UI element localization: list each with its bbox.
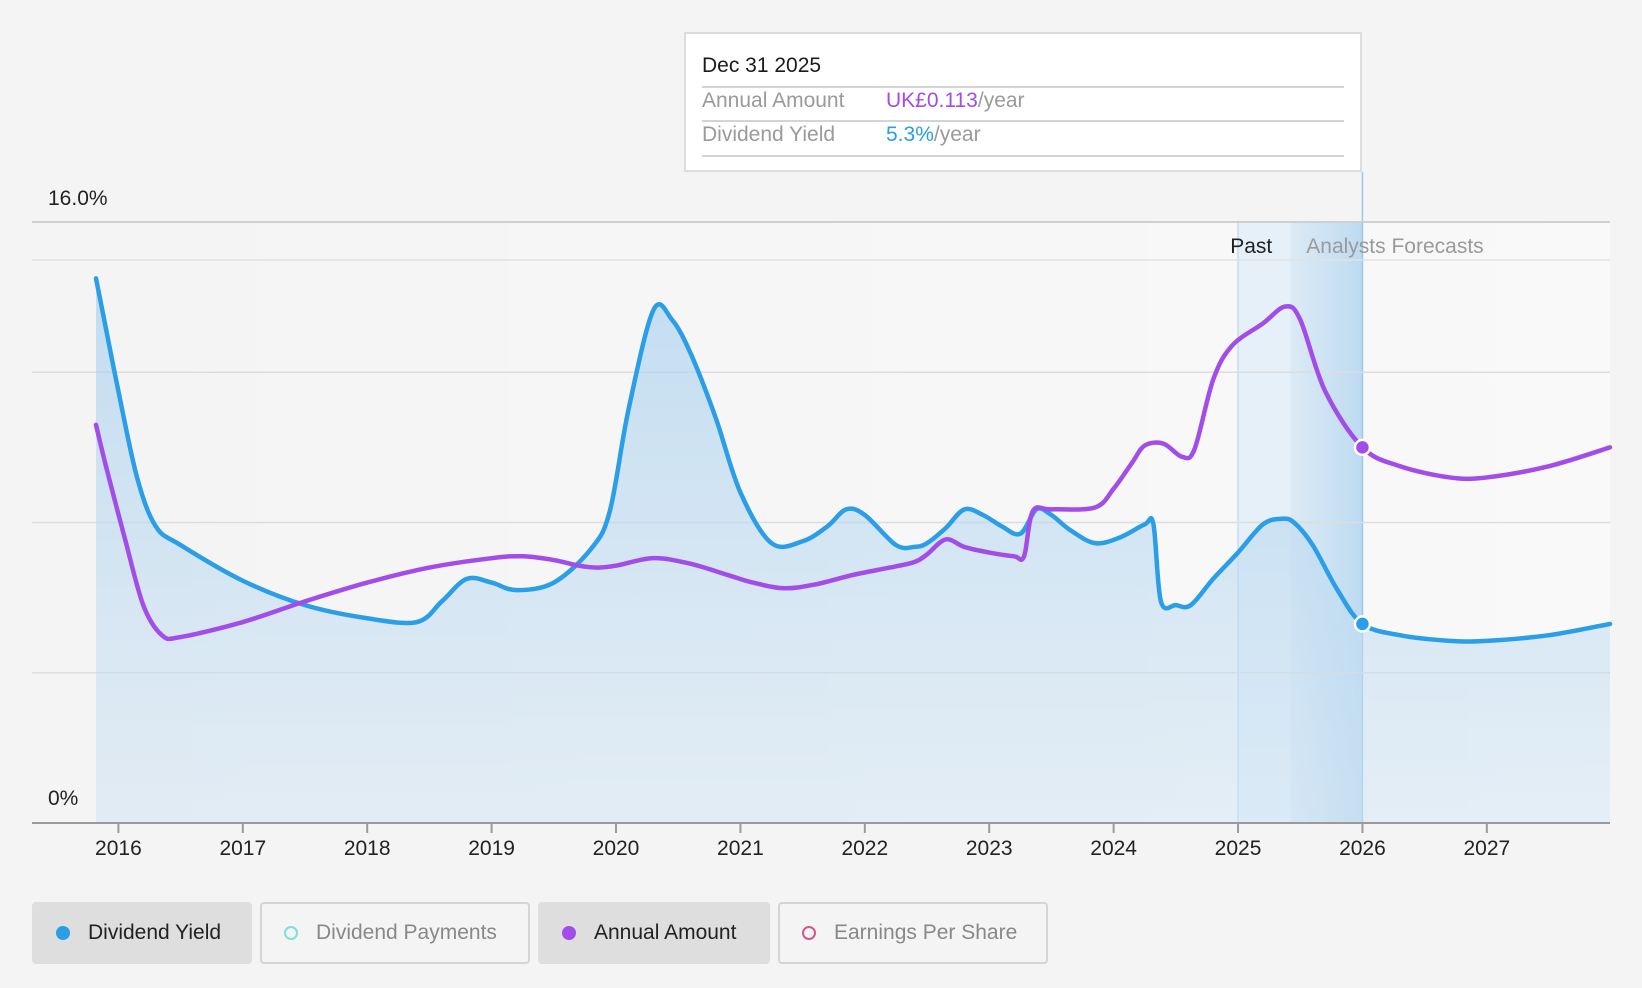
tooltip-yield-value: 5.3% xyxy=(886,123,934,146)
tooltip-annual-amount-unit: /year xyxy=(977,89,1025,112)
x-tick-label: 2017 xyxy=(219,837,266,860)
x-tick-label: 2021 xyxy=(717,837,764,860)
x-tick-label: 2025 xyxy=(1215,837,1262,860)
legend-earnings-per-share-label: Earnings Per Share xyxy=(834,921,1018,944)
x-tick-label: 2019 xyxy=(468,837,515,860)
chart-tooltip: Dec 31 2025 Annual Amount UK£0.113/year … xyxy=(684,32,1362,172)
y-axis-top-label: 16.0% xyxy=(48,187,108,210)
legend-dividend-payments[interactable]: Dividend Payments xyxy=(260,902,530,964)
tooltip-annual-amount-value: UK£0.113 xyxy=(886,89,978,112)
tooltip-date: Dec 31 2025 xyxy=(702,54,822,77)
past-region-label: Past xyxy=(1230,235,1272,258)
x-tick-label: 2026 xyxy=(1339,837,1386,860)
x-tick-label: 2024 xyxy=(1090,837,1137,860)
x-tick-label: 2022 xyxy=(841,837,888,860)
y-axis-bottom-label: 0% xyxy=(48,787,78,810)
legend-dividend-yield-label: Dividend Yield xyxy=(88,921,222,944)
tooltip-divider xyxy=(702,86,1344,88)
x-tick-label: 2016 xyxy=(95,837,142,860)
tooltip-yield-value-wrap: 5.3%/year xyxy=(886,123,981,147)
tooltip-divider xyxy=(702,155,1344,157)
earnings-per-share-ring-icon xyxy=(802,926,816,940)
legend-dividend-payments-label: Dividend Payments xyxy=(316,921,497,944)
dividend-yield-highlight-point xyxy=(1353,615,1372,633)
legend-earnings-per-share[interactable]: Earnings Per Share xyxy=(778,902,1048,964)
forecast-region-label: Analysts Forecasts xyxy=(1306,235,1483,258)
legend-annual-amount-label: Annual Amount xyxy=(594,921,737,944)
dividend-yield-dot-icon xyxy=(56,926,70,940)
annual-amount-highlight-point xyxy=(1353,438,1372,457)
x-tick-label: 2018 xyxy=(344,837,391,860)
legend-dividend-yield[interactable]: Dividend Yield xyxy=(32,902,252,964)
x-tick-label: 2027 xyxy=(1463,837,1510,860)
dividend-payments-ring-icon xyxy=(284,926,298,940)
tooltip-yield-unit: /year xyxy=(933,123,981,146)
tooltip-annual-amount-label: Annual Amount xyxy=(702,89,845,112)
x-tick-label: 2020 xyxy=(593,837,640,860)
tooltip-yield-label: Dividend Yield xyxy=(702,123,836,146)
dividend-yield-area xyxy=(96,278,1610,823)
tooltip-divider xyxy=(702,120,1344,122)
dividend-yield-line xyxy=(93,276,1613,644)
annual-amount-line xyxy=(93,304,1613,642)
tooltip-annual-amount-value-wrap: UK£0.113/year xyxy=(886,89,1025,113)
legend-annual-amount[interactable]: Annual Amount xyxy=(538,902,770,964)
annual-amount-dot-icon xyxy=(562,926,576,940)
x-tick-label: 2023 xyxy=(966,837,1013,860)
